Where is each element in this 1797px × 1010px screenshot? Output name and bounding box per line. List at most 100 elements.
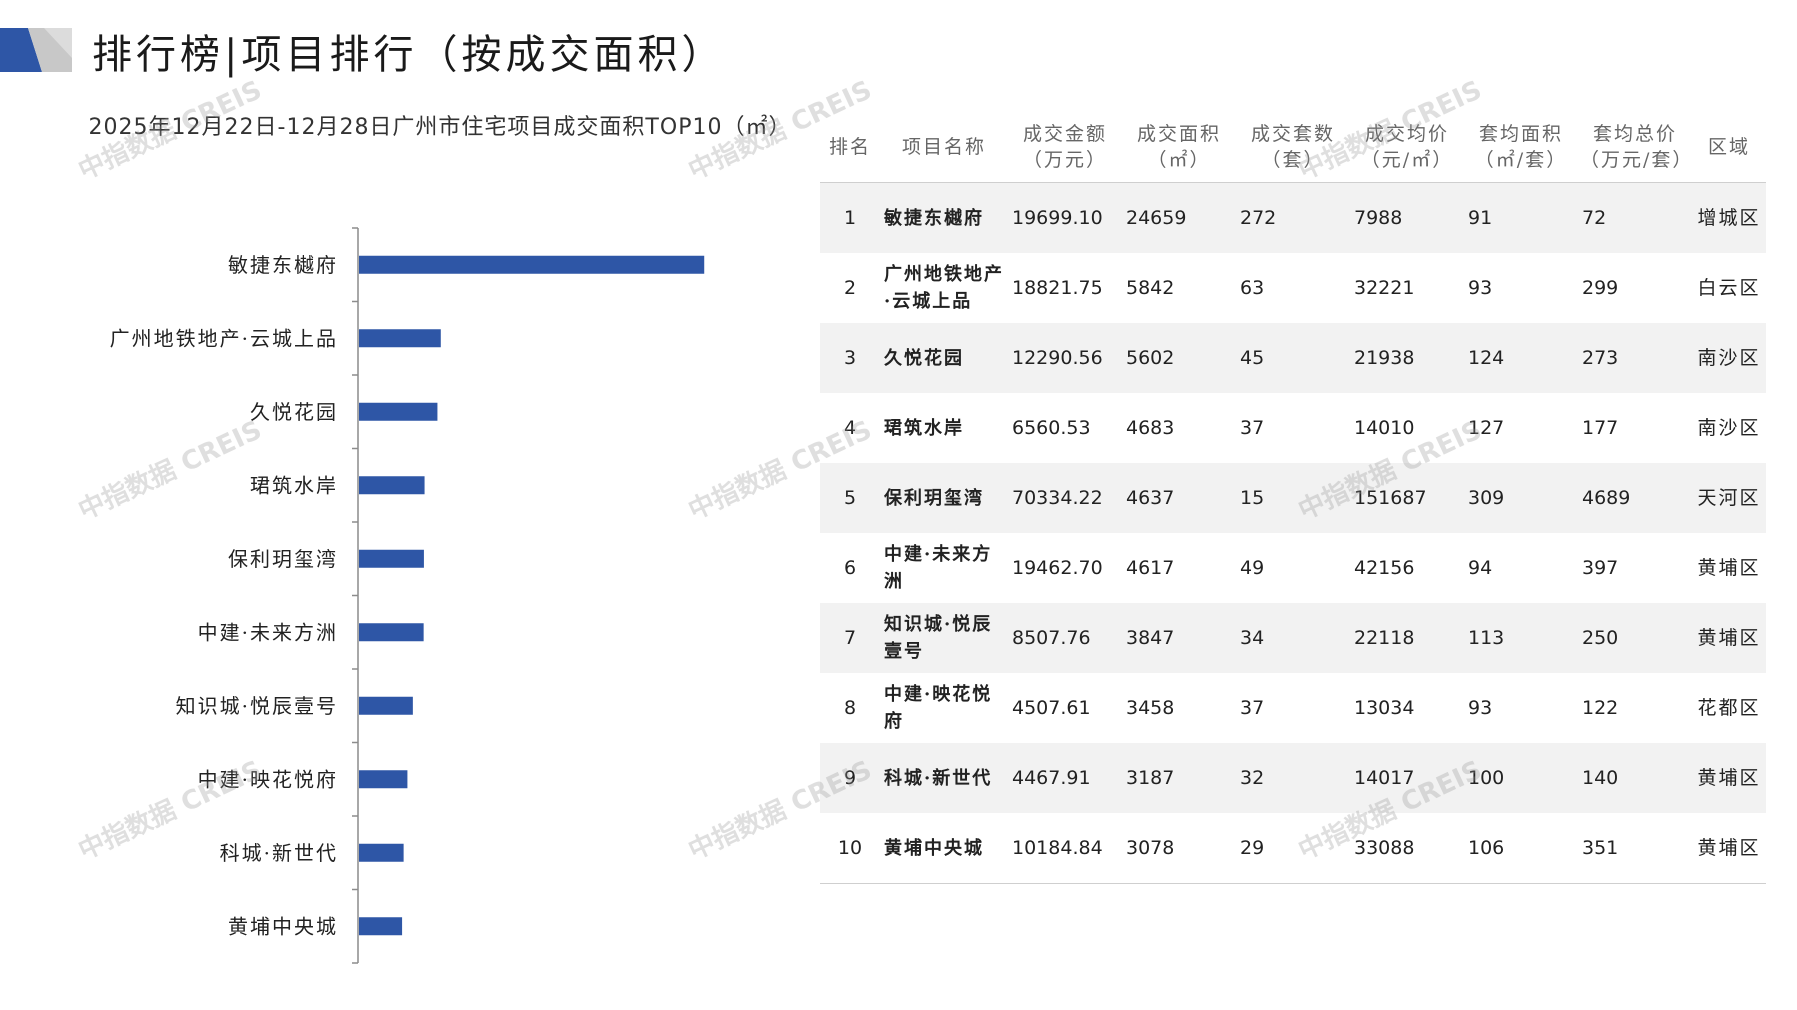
column-header-label: 成交金额: [1022, 123, 1107, 145]
avg-area-cell: 106: [1464, 813, 1578, 884]
area-cell: 24659: [1122, 182, 1236, 253]
amount-cell: 4467.91: [1008, 743, 1122, 813]
price-cell: 151687: [1350, 463, 1464, 533]
avg-area-cell: 93: [1468, 696, 1493, 719]
bar: [359, 402, 438, 421]
column-header-label: 区域: [1707, 136, 1750, 158]
rank-cell: 5: [820, 463, 880, 533]
amount-cell: 70334.22: [1008, 463, 1122, 533]
area-cell: 5602: [1122, 323, 1236, 393]
page-title: 排行榜|项目排行（按成交面积）: [92, 32, 726, 78]
district-cell: 白云区: [1697, 276, 1761, 299]
price-cell: 22118: [1350, 603, 1464, 673]
area-cell: 3458: [1126, 696, 1175, 719]
units-cell: 32: [1236, 743, 1350, 813]
table-row: 5 保利玥玺湾 70334.22 4637 15 151687 309 4689 天河区: [820, 463, 1766, 533]
bar: [359, 917, 403, 936]
table-row: 9 科城·新世代 4467.91 3187 32 14017 100 140 黄埔区: [820, 743, 1766, 813]
category-label: 广州地铁地产·云城上品: [110, 326, 338, 350]
category-label: 珺筑水岸: [250, 473, 338, 497]
table-header-row: 排名 项目名称 成交金额 （万元） 成交面积 （㎡） 成交套数 （套） 成交均价 （元/㎡） 套均面…: [820, 112, 1766, 183]
district-cell: 天河区: [1692, 463, 1766, 533]
table-row: 3 久悦花园 12290.56 5602 45 21938 124 273 南沙区: [820, 323, 1766, 393]
rank-cell: 3: [820, 323, 880, 393]
project-name-cell: 黄埔中央城: [880, 813, 1008, 884]
table-row: 1 敏捷东樾府 19699.10 24659 272 7988 91 72 增城区: [820, 182, 1766, 253]
units-cell: 37: [1240, 416, 1265, 439]
project-name-cell: 中建·映花悦府: [884, 684, 993, 732]
amount-cell: 18821.75: [1012, 276, 1103, 299]
category-label: 黄埔中央城: [228, 914, 338, 938]
price-cell: 33088: [1350, 813, 1464, 884]
project-name-cell: 保利玥玺湾: [880, 463, 1008, 533]
bar-chart: 敏捷东樾府广州地铁地产·云城上品久悦花园珺筑水岸保利玥玺湾中建·未来方洲知识城·…: [110, 227, 705, 964]
rank-cell: 1: [820, 182, 880, 253]
category-label: 科城·新世代: [220, 841, 338, 865]
bar: [359, 696, 413, 715]
column-header-label: 成交均价: [1364, 123, 1449, 145]
area-cell: 4637: [1122, 463, 1236, 533]
column-header-unit: （套）: [1261, 149, 1325, 171]
units-cell: 37: [1240, 696, 1265, 719]
avg-area-cell: 309: [1464, 463, 1578, 533]
avg-area-cell: 124: [1464, 323, 1578, 393]
column-header-unit: （元/㎡）: [1360, 149, 1454, 171]
avg-total-cell: 299: [1582, 276, 1619, 299]
district-cell: 黄埔区: [1697, 556, 1761, 579]
units-cell: 15: [1236, 463, 1350, 533]
price-cell: 13034: [1354, 696, 1415, 719]
district-cell: 黄埔区: [1692, 743, 1766, 813]
column-header: 套均面积 （㎡/套）: [1464, 112, 1578, 183]
project-name-cell: 科城·新世代: [880, 743, 1008, 813]
price-cell: 42156: [1354, 556, 1415, 579]
amount-cell: 6560.53: [1012, 416, 1091, 439]
category-label: 中建·映花悦府: [198, 767, 338, 791]
avg-total-cell: 140: [1578, 743, 1692, 813]
column-header-unit: （㎡/套）: [1474, 149, 1568, 171]
avg-area-cell: 113: [1464, 603, 1578, 673]
units-cell: 272: [1236, 182, 1350, 253]
area-cell: 4683: [1126, 416, 1175, 439]
district-cell: 花都区: [1697, 696, 1761, 719]
avg-total-cell: 177: [1582, 416, 1619, 439]
avg-total-cell: 72: [1578, 182, 1692, 253]
avg-total-cell: 122: [1582, 696, 1619, 719]
area-cell: 5842: [1126, 276, 1175, 299]
units-cell: 34: [1236, 603, 1350, 673]
column-header: 成交套数 （套）: [1236, 112, 1350, 183]
table-row: 7 知识城·悦辰壹号 8507.76 3847 34 22118 113 250 黄埔区: [820, 603, 1766, 673]
table-row: 10 黄埔中央城 10184.84 3078 29 33088 106 351 黄埔区: [820, 813, 1766, 884]
header-logo-mark: [0, 28, 72, 72]
price-cell: 21938: [1350, 323, 1464, 393]
table-row: 2 广州地铁地产·云城上品 18821.75 5842 63 32221 93 299 白云区: [820, 253, 1766, 323]
avg-area-cell: 127: [1468, 416, 1505, 439]
amount-cell: 19462.70: [1012, 556, 1103, 579]
avg-total-cell: 273: [1578, 323, 1692, 393]
district-cell: 黄埔区: [1692, 603, 1766, 673]
project-name-cell: 敏捷东樾府: [880, 182, 1008, 253]
district-cell: 增城区: [1692, 182, 1766, 253]
price-cell: 14017: [1350, 743, 1464, 813]
rank-cell: 9: [820, 743, 880, 813]
rank-cell: 7: [820, 603, 880, 673]
units-cell: 63: [1240, 276, 1265, 299]
amount-cell: 10184.84: [1008, 813, 1122, 884]
table-row: 8 中建·映花悦府 4507.61 3458 37 13034 93 122 花都区: [820, 673, 1766, 743]
column-header: 成交均价 （元/㎡）: [1350, 112, 1464, 183]
rank-cell: 4: [843, 416, 857, 439]
bar: [359, 329, 441, 348]
category-label: 中建·未来方洲: [198, 620, 338, 644]
project-name-cell: 中建·未来方洲: [884, 544, 993, 592]
column-header: 区域: [1692, 112, 1766, 183]
avg-area-cell: 91: [1464, 182, 1578, 253]
column-header: 成交金额 （万元）: [1008, 112, 1122, 183]
category-label: 敏捷东樾府: [228, 253, 338, 277]
column-header-label: 成交面积: [1136, 123, 1221, 145]
table-row: 4 珺筑水岸 6560.53 4683 37 14010 127 177 南沙区: [820, 393, 1766, 463]
bar: [359, 623, 424, 642]
project-name-cell: 久悦花园: [880, 323, 1008, 393]
amount-cell: 4507.61: [1012, 696, 1091, 719]
area-cell: 4617: [1126, 556, 1175, 579]
rank-cell: 6: [843, 556, 857, 579]
avg-total-cell: 250: [1578, 603, 1692, 673]
